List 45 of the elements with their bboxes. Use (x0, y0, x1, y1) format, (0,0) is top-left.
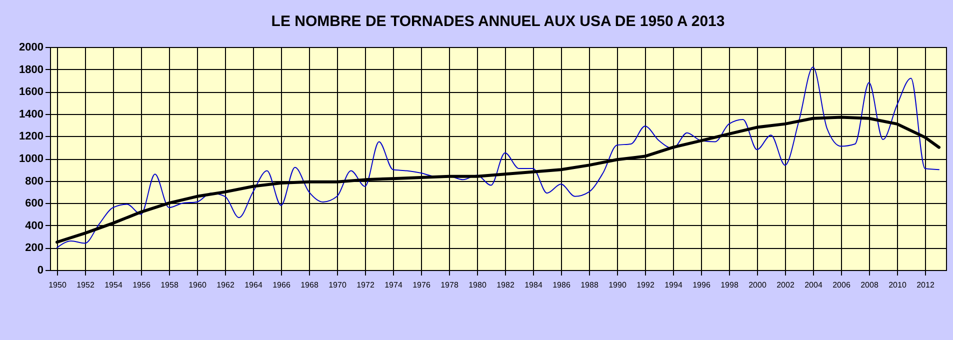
x-tick-label: 1966 (272, 280, 291, 290)
x-tick-label: 1998 (720, 280, 739, 290)
x-tick-label: 2004 (804, 280, 823, 290)
line-series (56, 66, 940, 248)
x-tick-label: 1960 (188, 280, 207, 290)
x-tick-label: 2012 (916, 280, 935, 290)
y-tick-label: 1800 (19, 64, 44, 76)
x-tick-label: 2006 (832, 280, 851, 290)
y-tick-label: 1200 (19, 130, 44, 143)
y-tick-label: 800 (25, 175, 44, 188)
x-tick-label: 1950 (48, 280, 67, 290)
y-tick-label: 1400 (19, 108, 44, 120)
x-tick-label: 2000 (748, 280, 767, 290)
x-tick-label: 1954 (104, 280, 123, 290)
x-tick-label: 1952 (76, 280, 95, 290)
x-tick-label: 1968 (300, 280, 319, 290)
x-tick-label: 1982 (496, 280, 515, 290)
x-tick-label: 1956 (132, 280, 151, 290)
y-tick-label: 1600 (19, 86, 44, 98)
x-tick-label: 2010 (888, 280, 907, 290)
y-tick-label: 2000 (19, 42, 44, 54)
x-tick-label: 1974 (384, 280, 403, 290)
chart-title: LE NOMBRE DE TORNADES ANNUEL AUX USA DE 1950 A 2013 (271, 13, 725, 30)
y-tick-label: 200 (25, 242, 44, 254)
x-tick-label: 1958 (160, 280, 179, 290)
x-tick-label: 1962 (216, 280, 235, 290)
x-tick-label: 1980 (468, 280, 487, 290)
x-tick-label: 2002 (776, 280, 795, 290)
x-tick-label: 1964 (244, 280, 263, 290)
x-tick-label: 1986 (552, 280, 571, 290)
y-tick-label: 0 (37, 264, 44, 276)
x-tick-label: 1994 (664, 280, 683, 290)
x-tick-label: 2008 (860, 280, 879, 290)
x-tick-label: 1990 (608, 280, 627, 290)
x-tick-label: 1984 (524, 280, 543, 290)
x-tick-label: 1976 (412, 280, 431, 290)
x-tick-label: 1978 (440, 280, 459, 290)
x-tick-label: 1970 (328, 280, 347, 290)
x-tick-label: 1972 (356, 280, 375, 290)
y-tick-label: 1000 (19, 153, 44, 165)
y-tick-label: 600 (25, 198, 44, 210)
y-tick-label: 400 (25, 220, 44, 232)
x-tick-label: 1988 (580, 280, 599, 290)
x-tick-label: 1992 (636, 280, 655, 290)
x-tick-label: 1996 (692, 280, 711, 290)
